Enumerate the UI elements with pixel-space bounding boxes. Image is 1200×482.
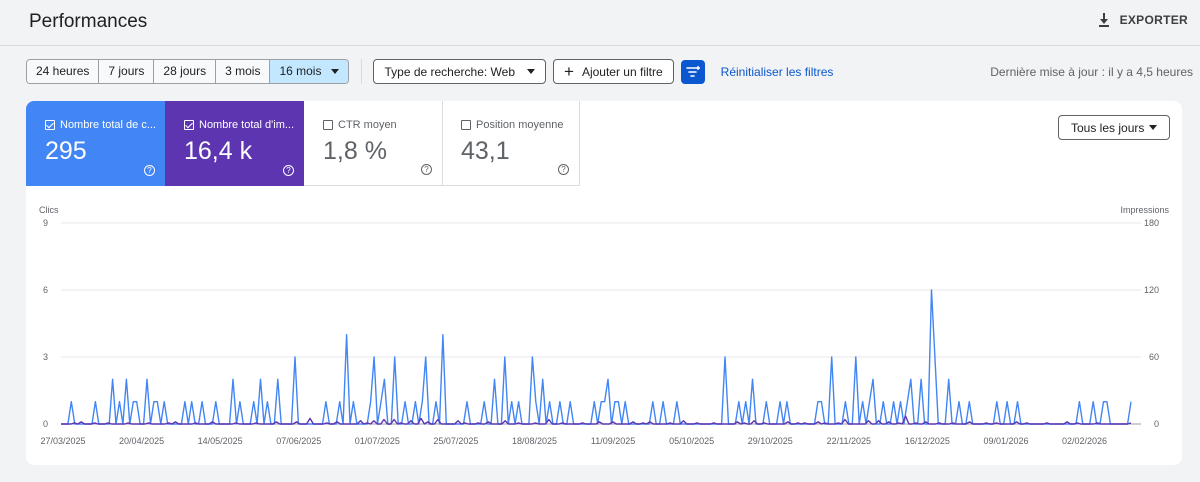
- metric-impressions[interactable]: Nombre total d'im... 16,4 k ?: [165, 101, 304, 186]
- add-filter-label: Ajouter un filtre: [581, 64, 663, 79]
- impressions-series-line: [61, 415, 1132, 425]
- search-type-filter[interactable]: Type de recherche: Web: [373, 59, 547, 84]
- x-tick-label: 09/01/2026: [983, 436, 1028, 446]
- range-label: 28 jours: [163, 64, 207, 78]
- page-header: Performances EXPORTER: [0, 0, 1200, 46]
- x-tick-label: 16/12/2025: [905, 436, 950, 446]
- x-tick-label: 27/03/2025: [40, 436, 85, 446]
- x-tick-label: 25/07/2025: [433, 436, 478, 446]
- divider: [361, 59, 363, 84]
- metric-value: 295: [45, 137, 87, 165]
- help-icon[interactable]: ?: [144, 165, 155, 176]
- range-label: 24 heures: [36, 64, 90, 78]
- last-update-text: Dernière mise à jour : il y a 4,5 heures: [990, 65, 1193, 79]
- filter-icon: [685, 65, 700, 77]
- metric-label: Nombre total de c...: [60, 119, 156, 131]
- metric-label: Position moyenne: [476, 119, 564, 131]
- chevron-down-icon: [1149, 125, 1157, 130]
- checkbox-icon: [461, 120, 471, 130]
- y-right-tick-label: 60: [1149, 352, 1159, 362]
- x-tick-label: 07/06/2025: [276, 436, 321, 446]
- metric-value: 16,4 k: [184, 137, 253, 165]
- range-label: 7 jours: [108, 64, 145, 78]
- range-label: 16 mois: [279, 64, 322, 78]
- x-tick-label: 18/08/2025: [512, 436, 557, 446]
- filter-options-button[interactable]: [680, 59, 705, 84]
- y-right-tick-label: 180: [1144, 218, 1159, 228]
- export-button[interactable]: EXPORTER: [1096, 12, 1188, 28]
- filter-toolbar: 24 heures 7 jours 28 jours 3 mois 16 moi…: [26, 59, 833, 84]
- y-left-tick-label: 0: [43, 419, 48, 429]
- metric-value: 43,1: [461, 137, 510, 165]
- download-icon: [1098, 13, 1109, 27]
- y-right-axis-label: Impressions: [1120, 205, 1169, 215]
- y-right-tick-label: 0: [1154, 419, 1159, 429]
- help-icon[interactable]: ?: [283, 165, 294, 176]
- chevron-down-icon: [527, 69, 536, 74]
- checkbox-checked-icon: [184, 120, 194, 130]
- days-select[interactable]: Tous les jours: [1058, 115, 1170, 140]
- days-select-label: Tous les jours: [1071, 120, 1145, 135]
- x-tick-label: 02/02/2026: [1062, 436, 1107, 446]
- chevron-down-icon: [331, 69, 340, 74]
- x-tick-label: 14/05/2025: [198, 436, 243, 446]
- range-label: 3 mois: [225, 64, 261, 78]
- x-tick-label: 05/10/2025: [669, 436, 714, 446]
- x-tick-label: 11/09/2025: [591, 436, 635, 446]
- x-tick-label: 01/07/2025: [355, 436, 400, 446]
- performance-chart: 0 3 6 9 0 60 120 180 Clics Impressions 27/03/2025 2…: [39, 205, 1170, 446]
- clicks-series-line: [61, 289, 1132, 425]
- x-tick-label: 22/11/2025: [827, 436, 871, 446]
- checkbox-icon: [323, 120, 333, 130]
- help-icon[interactable]: ?: [558, 164, 569, 175]
- range-16m-button[interactable]: 16 mois: [270, 60, 349, 83]
- export-label: EXPORTER: [1119, 13, 1188, 27]
- metric-ctr[interactable]: CTR moyen 1,8 % ?: [304, 101, 443, 186]
- range-28d-button[interactable]: 28 jours: [154, 60, 217, 83]
- checkbox-checked-icon: [45, 120, 55, 130]
- metric-position[interactable]: Position moyenne 43,1 ?: [442, 101, 580, 186]
- y-left-tick-label: 9: [43, 218, 48, 228]
- reset-filters-link[interactable]: Réinitialiser les filtres: [720, 64, 834, 79]
- metric-value: 1,8 %: [323, 137, 387, 165]
- date-range-selector: 24 heures 7 jours 28 jours 3 mois 16 moi…: [26, 59, 350, 84]
- y-right-tick-label: 120: [1144, 285, 1159, 295]
- x-tick-label: 29/10/2025: [748, 436, 793, 446]
- metric-clicks[interactable]: Nombre total de c... 295 ?: [26, 101, 165, 186]
- y-left-axis-label: Clics: [39, 205, 59, 215]
- search-type-label: Type de recherche: Web: [384, 64, 516, 79]
- range-3m-button[interactable]: 3 mois: [216, 60, 271, 83]
- help-icon[interactable]: ?: [421, 164, 432, 175]
- y-left-tick-label: 3: [43, 352, 48, 362]
- metric-label: Nombre total d'im...: [199, 119, 295, 131]
- range-24h-button[interactable]: 24 heures: [27, 60, 100, 83]
- x-tick-label: 20/04/2025: [119, 436, 164, 446]
- range-7d-button[interactable]: 7 jours: [99, 60, 155, 83]
- page-title: Performances: [29, 11, 148, 32]
- y-left-tick-label: 6: [43, 285, 48, 295]
- add-filter-button[interactable]: + Ajouter un filtre: [553, 59, 674, 84]
- plus-icon: +: [564, 62, 574, 81]
- metric-label: CTR moyen: [338, 119, 397, 131]
- performance-card: Nombre total de c... 295 ? Nombre total …: [26, 101, 1182, 465]
